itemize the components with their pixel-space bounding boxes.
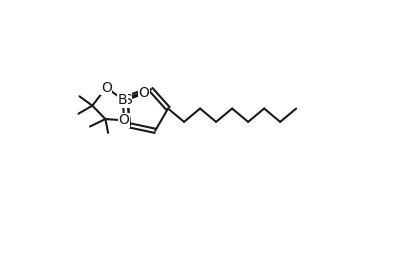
Text: O: O: [118, 113, 129, 127]
Text: O: O: [101, 81, 111, 95]
Text: O: O: [138, 87, 149, 100]
Text: B: B: [117, 93, 127, 107]
Text: S: S: [123, 93, 132, 107]
